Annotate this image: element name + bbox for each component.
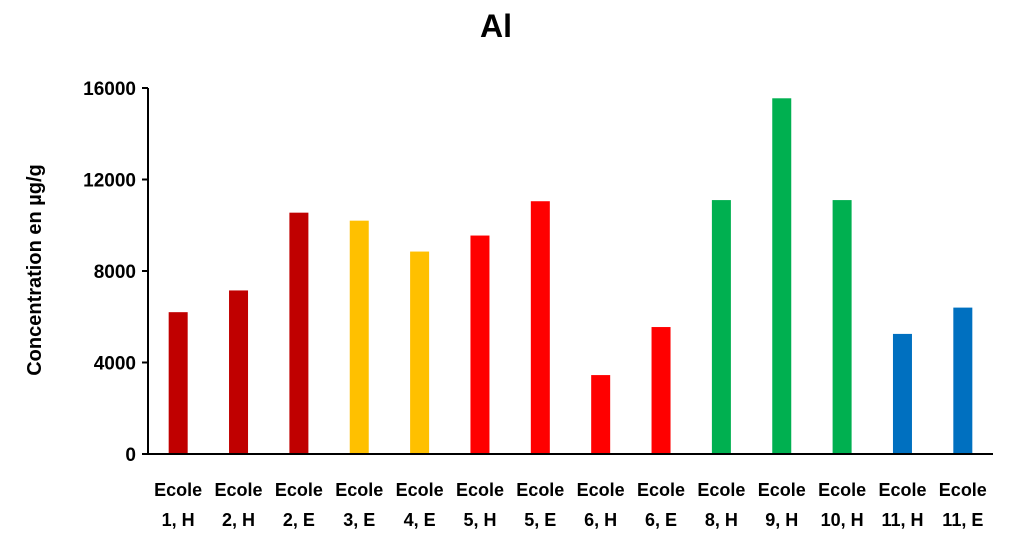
y-tick-label: 0 (125, 445, 136, 466)
x-axis-categories: Ecole 1, H Ecole 2, H Ecole 2, E Ecole 3, E Ecol… (154, 480, 987, 530)
y-tick-label: 4000 (94, 354, 136, 375)
bar (892, 333, 912, 454)
x-category-label: Ecole (335, 480, 383, 500)
bar (289, 212, 309, 454)
bar (953, 307, 973, 454)
bar (832, 200, 852, 454)
x-category-label: Ecole (637, 480, 685, 500)
x-category-label: 5, H (463, 510, 496, 530)
x-category-label: Ecole (516, 480, 564, 500)
y-axis-ticks: 0 4000 8000 12000 16000 (83, 79, 148, 466)
x-category-label: 1, H (162, 510, 195, 530)
x-category-label: Ecole (215, 480, 263, 500)
bar (168, 312, 188, 454)
x-category-label: Ecole (577, 480, 625, 500)
x-category-label: 10, H (821, 510, 864, 530)
y-tick-label: 16000 (83, 79, 136, 100)
bar (530, 201, 550, 454)
x-category-label: Ecole (939, 480, 987, 500)
bar (470, 235, 490, 454)
y-axis-label: Concentration en µg/g (24, 164, 46, 376)
y-tick-label: 8000 (94, 262, 136, 283)
x-category-label: 4, E (404, 510, 436, 530)
x-category-label: 11, H (881, 510, 923, 530)
x-category-label: 5, E (524, 510, 556, 530)
x-category-label: Ecole (275, 480, 323, 500)
x-category-label: Ecole (697, 480, 745, 500)
x-category-label: 8, H (705, 510, 738, 530)
x-category-label: 2, E (283, 510, 315, 530)
bar (591, 375, 611, 454)
x-category-label: Ecole (878, 480, 926, 500)
x-category-label: 11, E (942, 510, 983, 530)
chart-title: Al (480, 8, 512, 44)
y-tick-label: 12000 (83, 171, 136, 192)
x-category-label: Ecole (758, 480, 806, 500)
x-category-label: Ecole (818, 480, 866, 500)
x-category-label: 6, E (645, 510, 677, 530)
x-category-label: 3, E (343, 510, 375, 530)
x-category-label: Ecole (396, 480, 444, 500)
bars (168, 98, 973, 454)
bar (410, 251, 430, 454)
bar (711, 200, 731, 454)
bar (772, 98, 792, 454)
x-category-label: 9, H (765, 510, 798, 530)
x-category-label: Ecole (154, 480, 202, 500)
x-category-label: 2, H (222, 510, 255, 530)
bar (349, 220, 369, 454)
bar (651, 327, 671, 454)
x-category-label: Ecole (456, 480, 504, 500)
x-category-label: 6, H (584, 510, 617, 530)
bar (229, 290, 249, 454)
